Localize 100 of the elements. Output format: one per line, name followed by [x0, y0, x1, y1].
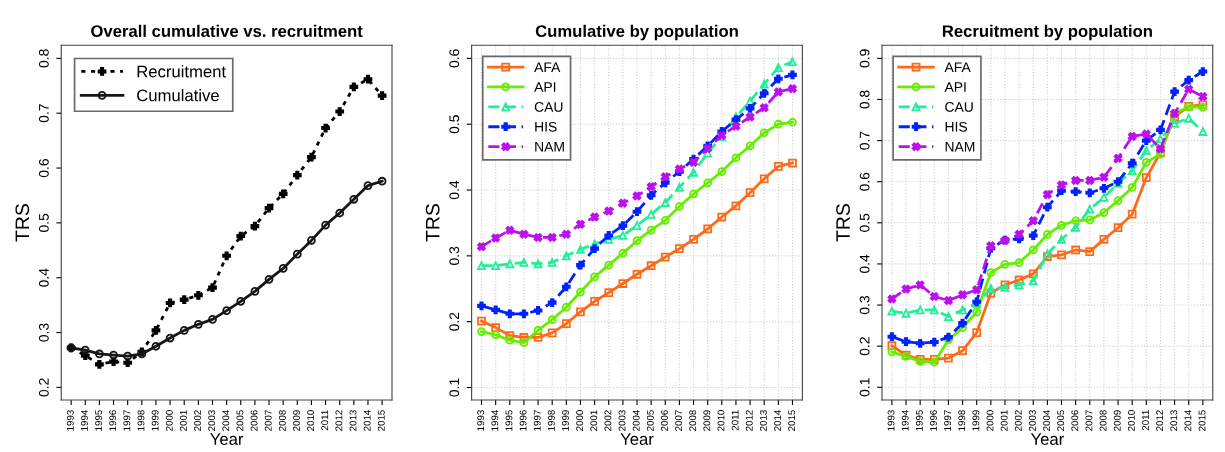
x-tick-label: 2011 [321, 410, 329, 431]
x-tick-label: 2003 [208, 410, 216, 431]
chart-title: Cumulative by population [535, 24, 738, 41]
x-tick-label: 2014 [1184, 410, 1192, 431]
y-tick-label: 0.7 [38, 104, 49, 123]
x-tick-label: 2013 [1170, 410, 1178, 431]
x-tick-label: 1994 [81, 410, 88, 431]
x-tick-label: 1993 [887, 410, 895, 431]
x-tick-label: 1996 [930, 410, 937, 431]
legend-label: CAU [534, 102, 563, 112]
x-tick-label: 2014 [774, 410, 781, 431]
x-tick-label: 2006 [1071, 410, 1079, 431]
x-tick-label: 2004 [632, 410, 640, 431]
x-tick-label: 2010 [717, 410, 725, 431]
x-tick-label: 1998 [137, 410, 145, 431]
y-axis-title: TRS [425, 204, 440, 242]
y-tick-label: 0.6 [449, 49, 460, 68]
chart-title: Recruitment by population [942, 24, 1152, 41]
legend-label: API [944, 82, 966, 92]
x-tick-label: 1998 [547, 410, 555, 431]
x-tick-label: 2009 [1113, 410, 1121, 431]
legend-label: AFA [534, 62, 561, 72]
y-tick-label: 0.7 [859, 131, 870, 150]
x-tick-label: 2004 [222, 410, 230, 431]
x-tick-label: 2007 [675, 410, 683, 431]
x-tick-label: 1997 [533, 410, 541, 431]
y-tick-label: 0.2 [859, 337, 870, 356]
x-axis-title: Year [620, 433, 654, 445]
x-tick-label: 2008 [278, 410, 286, 431]
x-tick-label: 2002 [604, 410, 612, 431]
y-tick-label: 0.5 [449, 115, 460, 134]
legend-label: HIS [945, 121, 968, 132]
x-tick-label: 2009 [703, 410, 711, 431]
x-tick-label: 1993 [66, 410, 74, 431]
x-tick-label: 2007 [264, 410, 272, 431]
x-tick-label: 2001 [1000, 410, 1008, 431]
legend-label: CAU [945, 102, 973, 112]
x-tick-label: 2008 [689, 410, 697, 431]
y-tick-label: 0.6 [38, 159, 49, 178]
y-tick-label: 0.5 [38, 213, 49, 232]
y-tick-label: 0.3 [859, 296, 870, 315]
x-tick-label: 1995 [505, 410, 513, 431]
legend-label: AFA [944, 62, 971, 72]
legend-label: Recruitment [137, 65, 226, 78]
legend-label: NAM [945, 141, 975, 152]
x-tick-label: 1996 [519, 410, 527, 431]
x-tick-label: 2012 [335, 410, 343, 431]
x-tick-label: 1994 [901, 410, 909, 431]
x-tick-label: 2001 [179, 410, 187, 431]
x-tick-label: 2015 [1198, 410, 1206, 431]
x-tick-label: 2004 [1043, 410, 1050, 431]
x-tick-label: 1997 [123, 410, 131, 431]
x-tick-label: 2001 [590, 410, 598, 431]
x-tick-label: 2005 [646, 410, 654, 431]
x-tick-label: 2006 [250, 410, 258, 431]
x-tick-label: 2000 [986, 410, 994, 431]
legend-label: Cumulative [137, 89, 219, 102]
x-tick-label: 1994 [491, 410, 499, 431]
x-tick-label: 1995 [95, 410, 103, 431]
x-tick-label: 2009 [293, 410, 300, 431]
x-tick-label: 2008 [1099, 410, 1107, 431]
x-axis-title: Year [1030, 433, 1064, 445]
y-tick-label: 0.6 [859, 172, 870, 191]
y-tick-label: 0.1 [859, 378, 870, 397]
x-tick-label: 2010 [307, 410, 315, 431]
y-tick-label: 0.3 [449, 246, 460, 265]
y-tick-label: 0.8 [859, 90, 870, 109]
x-tick-label: 2013 [349, 410, 357, 431]
x-tick-label: 1997 [944, 410, 952, 431]
y-tick-label: 0.1 [449, 378, 460, 397]
x-tick-label: 1996 [109, 410, 117, 431]
y-tick-label: 0.8 [38, 49, 49, 68]
chart-title: Overall cumulative vs. recruitment [91, 24, 363, 38]
y-tick-label: 0.2 [449, 312, 460, 331]
y-tick-label: 0.3 [38, 323, 49, 342]
y-axis-title: TRS [836, 204, 850, 242]
x-tick-label: 2003 [1028, 410, 1036, 431]
x-tick-label: 2002 [1014, 410, 1022, 431]
y-tick-label: 0.5 [859, 213, 870, 232]
x-tick-label: 2003 [618, 410, 626, 431]
x-tick-label: 1999 [562, 410, 569, 431]
x-tick-label: 2007 [1085, 410, 1093, 431]
x-tick-label: 2012 [1156, 410, 1164, 431]
x-tick-label: 2002 [194, 410, 201, 431]
x-tick-label: 2000 [576, 410, 584, 431]
x-tick-label: 2010 [1127, 410, 1135, 431]
x-tick-label: 2005 [236, 410, 244, 431]
x-tick-label: 1995 [915, 410, 923, 431]
y-tick-label: 0.2 [38, 378, 49, 397]
y-tick-label: 0.4 [38, 268, 49, 287]
x-tick-label: 2015 [377, 410, 385, 431]
y-tick-label: 0.9 [859, 49, 870, 68]
x-tick-label: 2000 [165, 410, 173, 431]
x-tick-label: 2011 [731, 410, 739, 431]
legend-label: NAM [535, 141, 564, 152]
x-tick-label: 2015 [788, 410, 796, 431]
x-tick-label: 2011 [1142, 410, 1149, 431]
x-tick-label: 2006 [660, 410, 668, 431]
x-tick-label: 2013 [759, 410, 767, 431]
x-tick-label: 1999 [151, 410, 159, 431]
